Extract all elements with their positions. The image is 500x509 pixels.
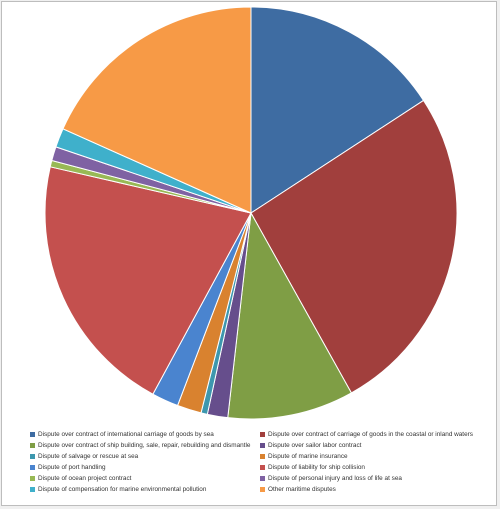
legend-swatch xyxy=(30,476,35,481)
pie-slice-12 xyxy=(62,6,252,214)
legend-label: Dispute over contract of ship building, … xyxy=(38,442,251,449)
legend-label: Dispute of compensation for marine envir… xyxy=(38,486,207,493)
pie-slice-1 xyxy=(250,6,425,214)
legend-item-8: Dispute of liability for ship collision xyxy=(260,463,490,472)
legend-swatch xyxy=(30,487,35,492)
legend-swatch xyxy=(30,465,35,470)
legend-swatch xyxy=(260,443,265,448)
legend-swatch xyxy=(260,465,265,470)
legend-label: Dispute of ocean project contract xyxy=(38,475,132,482)
legend-item-7: Dispute of port handling xyxy=(30,463,260,472)
legend-swatch xyxy=(30,432,35,437)
legend-swatch xyxy=(30,443,35,448)
legend-label: Dispute over sailor labor contract xyxy=(268,442,362,449)
pie-slice-8 xyxy=(44,166,252,395)
legend-swatch xyxy=(260,432,265,437)
legend-item-5: Dispute of salvage or rescue at sea xyxy=(30,452,260,461)
legend-label: Dispute of salvage or rescue at sea xyxy=(38,453,139,460)
legend-item-1: Dispute over contract of international c… xyxy=(30,430,260,439)
legend-item-3: Dispute over contract of ship building, … xyxy=(30,441,260,450)
legend-label: Other maritime disputes xyxy=(268,486,336,493)
legend-item-10: Dispute of personal injury and loss of l… xyxy=(260,474,490,483)
legend-item-6: Dispute of marine insurance xyxy=(260,452,490,461)
legend-item-2: Dispute over contract of carriage of goo… xyxy=(260,430,490,439)
legend-swatch xyxy=(260,454,265,459)
legend-swatch xyxy=(260,476,265,481)
legend-label: Dispute of marine insurance xyxy=(268,453,348,460)
legend-label: Dispute of liability for ship collision xyxy=(268,464,365,471)
legend: Dispute over contract of international c… xyxy=(30,430,490,494)
legend-label: Dispute of personal injury and loss of l… xyxy=(268,475,402,482)
legend-item-12: Other maritime disputes xyxy=(260,485,490,494)
pie-slice-2 xyxy=(250,99,458,394)
legend-swatch xyxy=(260,487,265,492)
legend-label: Dispute of port handling xyxy=(38,464,106,471)
pie-slice-3 xyxy=(227,211,353,420)
legend-label: Dispute over contract of carriage of goo… xyxy=(268,431,473,438)
legend-label: Dispute over contract of international c… xyxy=(38,431,214,438)
legend-item-9: Dispute of ocean project contract xyxy=(30,474,260,483)
legend-item-4: Dispute over sailor labor contract xyxy=(260,441,490,450)
legend-item-11: Dispute of compensation for marine envir… xyxy=(30,485,260,494)
legend-swatch xyxy=(30,454,35,459)
